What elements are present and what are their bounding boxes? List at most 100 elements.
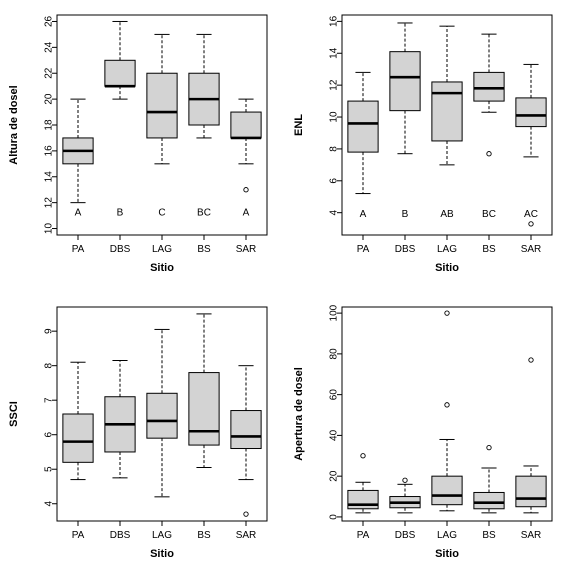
- x-tick-label: LAG: [152, 530, 172, 541]
- x-axis-title: Sitio: [150, 548, 174, 560]
- x-tick-label: DBS: [395, 530, 416, 541]
- outlier-point: [444, 402, 450, 408]
- y-tick-label: 16: [329, 15, 340, 27]
- iqr-box: [515, 97, 547, 128]
- outlier-point: [243, 187, 249, 193]
- y-tick-label: 20: [329, 470, 340, 482]
- box-LAG: [146, 33, 178, 165]
- y-tick-label: 24: [44, 41, 55, 53]
- y-tick-label: 12: [329, 79, 340, 91]
- significance-letter: B: [402, 209, 409, 220]
- x-tick-label: SAR: [236, 530, 257, 541]
- iqr-box: [431, 475, 463, 506]
- box-LAG: [431, 310, 463, 512]
- x-tick-label: PA: [72, 244, 85, 255]
- x-tick-label: SAR: [521, 530, 542, 541]
- y-tick-label: 9: [44, 328, 55, 334]
- iqr-box: [62, 413, 94, 463]
- y-tick-label: 14: [44, 171, 55, 183]
- box-SAR: [515, 357, 547, 514]
- box-DBS: [389, 477, 421, 514]
- y-axis-title: ENL: [293, 114, 305, 136]
- y-tick-label: 20: [44, 93, 55, 105]
- x-axis-title: Sitio: [150, 262, 174, 274]
- x-tick-label: LAG: [437, 530, 457, 541]
- chart-panel-4: 0 20 40 60 80 100 PA DBS LAG BS SAR Sitio Apertura d…: [293, 304, 553, 560]
- outlier-point: [528, 221, 534, 227]
- y-tick-label: 8: [329, 146, 340, 152]
- x-tick-label: SAR: [521, 244, 542, 255]
- y-tick-label: 40: [329, 429, 340, 441]
- box-SAR: [515, 63, 547, 227]
- x-tick-label: LAG: [152, 244, 172, 255]
- x-tick-label: PA: [357, 244, 370, 255]
- box-DBS: [389, 22, 421, 155]
- y-tick-label: 14: [329, 47, 340, 59]
- y-tick-label: 18: [44, 119, 55, 131]
- iqr-box: [188, 372, 220, 446]
- outlier-point: [444, 310, 450, 316]
- outlier-point: [243, 511, 249, 517]
- box-DBS: [104, 20, 136, 100]
- y-axis-title: Altura de dosel: [8, 85, 20, 164]
- significance-letter: AB: [440, 209, 454, 220]
- iqr-box: [230, 111, 262, 139]
- y-tick-label: 60: [329, 389, 340, 401]
- y-tick-label: 26: [44, 15, 55, 27]
- box-DBS: [104, 360, 136, 479]
- iqr-box: [230, 410, 262, 450]
- iqr-box: [515, 475, 547, 508]
- iqr-box: [146, 72, 178, 139]
- x-tick-label: PA: [72, 530, 85, 541]
- x-tick-label: BS: [482, 530, 496, 541]
- y-tick-label: 7: [44, 397, 55, 403]
- y-tick-label: 80: [329, 348, 340, 360]
- x-tick-label: BS: [482, 244, 496, 255]
- iqr-box: [347, 100, 379, 153]
- y-tick-label: 0: [329, 514, 340, 520]
- significance-letter: A: [75, 208, 82, 219]
- outlier-point: [486, 151, 492, 157]
- y-tick-label: 12: [44, 197, 55, 209]
- outlier-point: [360, 453, 366, 459]
- significance-letter: BC: [482, 209, 496, 220]
- outlier-point: [402, 477, 408, 483]
- iqr-box: [389, 51, 421, 112]
- significance-letter: B: [117, 208, 124, 219]
- x-tick-label: DBS: [110, 530, 131, 541]
- x-axis-title: Sitio: [435, 262, 459, 274]
- significance-letter: BC: [197, 208, 211, 219]
- iqr-box: [473, 491, 505, 510]
- iqr-box: [104, 59, 136, 87]
- box-PA: [347, 71, 379, 195]
- y-tick-label: 5: [44, 466, 55, 472]
- box-BS: [473, 33, 505, 157]
- outlier-point: [528, 357, 534, 363]
- x-tick-label: PA: [357, 530, 370, 541]
- iqr-box: [473, 71, 505, 102]
- significance-letter: AC: [524, 209, 538, 220]
- box-BS: [473, 444, 505, 514]
- iqr-box: [146, 392, 178, 439]
- x-tick-label: LAG: [437, 244, 457, 255]
- x-tick-label: DBS: [110, 244, 131, 255]
- chart-panel-1: 10 12 14 16 18 20 22 24 26 PA DBS LAG BS SAR Sitio Altu…: [8, 14, 268, 274]
- y-tick-label: 6: [44, 431, 55, 437]
- x-tick-label: DBS: [395, 244, 416, 255]
- chart-panel-3: 4 5 6 7 8 9 PA DBS LAG BS SAR Sitio SSCI: [8, 306, 268, 560]
- significance-letter: A: [243, 208, 250, 219]
- box-SAR: [230, 365, 262, 517]
- y-tick-label: 8: [44, 362, 55, 368]
- y-tick-label: 6: [329, 178, 340, 184]
- y-tick-label: 22: [44, 67, 55, 79]
- significance-letter: C: [158, 208, 165, 219]
- y-axis-title: Apertura de dosel: [293, 367, 305, 461]
- outlier-point: [486, 444, 492, 451]
- significance-letter: A: [360, 209, 367, 220]
- x-tick-label: BS: [197, 244, 211, 255]
- y-tick-label: 4: [44, 501, 55, 507]
- box-PA: [347, 453, 379, 514]
- box-LAG: [146, 328, 178, 498]
